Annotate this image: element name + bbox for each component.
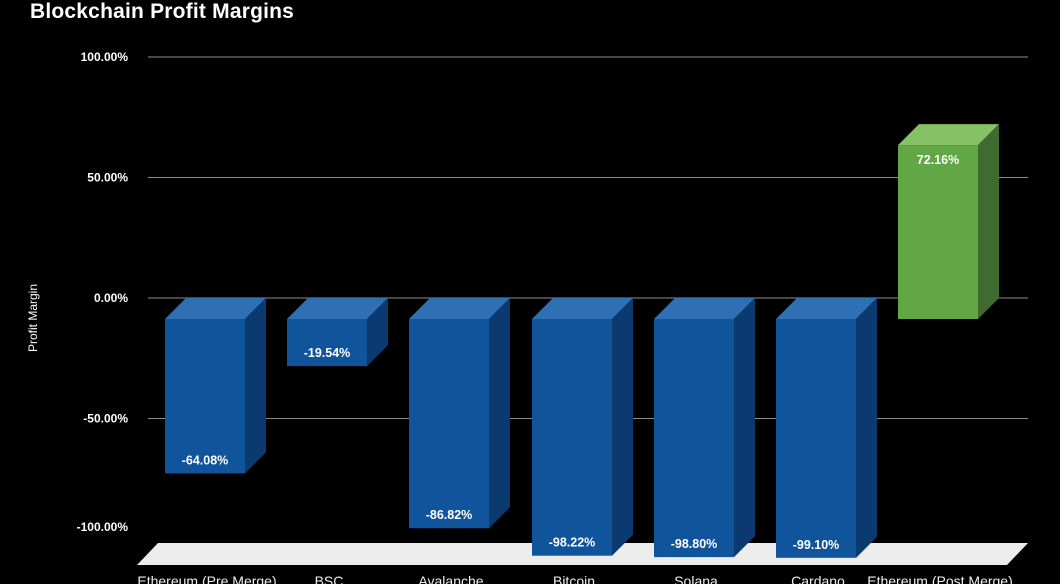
bar-face <box>612 298 633 556</box>
bar-face <box>489 298 510 529</box>
bar-face <box>776 298 877 319</box>
bars-group <box>165 124 999 558</box>
y-tick-label: -50.00% <box>83 412 128 426</box>
bar-ethereum-pre-merge[interactable] <box>165 298 266 474</box>
bar-labels-group: -64.08% -19.54% -86.82% -98.22% -98.80% -99.1… <box>182 153 959 552</box>
x-category-label: Ethereum (Post Merge) <box>867 573 1013 584</box>
bar-face <box>856 298 877 558</box>
bar-solana[interactable] <box>654 298 755 558</box>
bar-face <box>898 145 978 319</box>
x-category-label: Cardano <box>791 573 845 584</box>
bar-face <box>245 298 266 474</box>
bar-ethereum-post-merge[interactable] <box>898 124 999 320</box>
bar-value-label: -86.82% <box>426 508 473 522</box>
y-tick-label: 100.00% <box>81 50 129 64</box>
bar-face <box>532 319 612 556</box>
bar-face <box>165 319 245 474</box>
bar-value-label: 72.16% <box>917 153 959 167</box>
bar-bitcoin[interactable] <box>532 298 633 556</box>
bar-face <box>654 298 755 319</box>
bar-face <box>165 298 266 319</box>
bar-bsc[interactable] <box>287 298 388 367</box>
x-category-label: Ethereum (Pre Merge) <box>137 573 276 584</box>
x-category-label: Solana <box>674 573 718 584</box>
bar-face <box>409 298 510 319</box>
bar-value-label: -98.22% <box>549 536 596 550</box>
x-category-labels-group: Ethereum (Pre Merge) BSC Avalanche Bitcoin S… <box>137 573 1012 584</box>
bar-face <box>898 124 999 146</box>
x-category-label: BSC <box>315 573 344 584</box>
x-category-label: Avalanche <box>418 573 483 584</box>
y-tick-labels-group: 100.00% 50.00% 0.00% -50.00% -100.00% <box>77 50 129 534</box>
bar-avalanche[interactable] <box>409 298 510 529</box>
bar-face <box>654 319 734 558</box>
bar-face <box>409 319 489 529</box>
bar-face <box>978 124 999 320</box>
y-tick-label: -100.00% <box>77 520 129 534</box>
y-tick-label: 0.00% <box>94 291 128 305</box>
chart-title: Blockchain Profit Margins <box>30 0 295 23</box>
bar-face <box>734 298 755 558</box>
bar-value-label: -98.80% <box>671 537 718 551</box>
bar-face <box>367 298 388 367</box>
bar-cardano[interactable] <box>776 298 877 558</box>
bar-face <box>287 298 388 319</box>
bar-face <box>287 319 367 367</box>
y-axis-title: Profit Margin <box>26 283 40 353</box>
bar-value-label: -19.54% <box>304 346 351 360</box>
bar-value-label: -64.08% <box>182 453 229 467</box>
x-category-label: Bitcoin <box>553 573 595 584</box>
bar-face <box>532 298 633 319</box>
bar-value-label: -99.10% <box>793 538 840 552</box>
bar-face <box>776 319 856 558</box>
y-tick-label: 50.00% <box>87 171 128 185</box>
